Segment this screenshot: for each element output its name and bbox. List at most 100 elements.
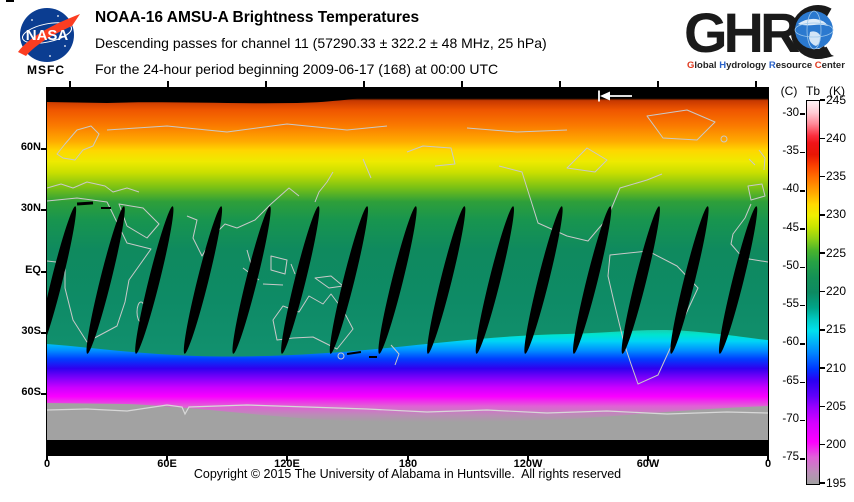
lat-tick <box>41 148 46 150</box>
orbit-gap <box>86 206 125 354</box>
lat-label-EQ: EQ <box>25 264 41 276</box>
map-top-tick <box>657 81 659 87</box>
lon-tick <box>46 456 48 461</box>
map-top-tick <box>363 81 365 87</box>
kelvin-tick <box>820 482 825 484</box>
kelvin-label-225: 225 <box>826 245 847 260</box>
lat-label-60N: 60N <box>20 141 41 153</box>
world-map-panel <box>37 87 769 456</box>
map-top-tick <box>755 81 757 87</box>
celsius-tick <box>800 190 805 192</box>
ghrc-logo: GHR <box>686 2 834 62</box>
orbit-gap <box>718 206 758 354</box>
kelvin-tick <box>820 290 825 293</box>
map-top-tick <box>69 81 71 87</box>
colorbar-tb-header: Tb <box>805 84 820 98</box>
celsius-label--70: -70 <box>782 413 799 426</box>
celsius-tick <box>800 343 805 345</box>
celsius-label--45: -45 <box>782 221 799 234</box>
celsius-label--60: -60 <box>782 336 799 349</box>
ghrc-tagline-initial: H <box>719 60 727 71</box>
orbit-gap-group <box>37 206 758 354</box>
subtitle-period: For the 24-hour period beginning 2009-06… <box>95 61 499 77</box>
celsius-tick <box>800 228 805 230</box>
orbit-gap <box>135 206 174 354</box>
ghrc-tagline-word: enter <box>821 60 845 71</box>
lon-tick <box>527 456 529 461</box>
nasa-logo: NASA <box>18 8 80 62</box>
celsius-tick <box>800 458 805 460</box>
kelvin-label-200: 200 <box>826 437 847 452</box>
kelvin-tick <box>820 443 825 446</box>
orbit-gap <box>183 206 223 354</box>
celsius-label--65: -65 <box>782 374 799 387</box>
ghrc-tagline-initial: C <box>814 60 822 71</box>
ghrc-tagline-initial: R <box>768 60 776 71</box>
celsius-label--30: -30 <box>782 106 799 119</box>
lon-tick <box>407 456 409 461</box>
lon-label-0: 0 <box>43 458 51 470</box>
lat-label-30N: 30N <box>20 202 41 214</box>
lat-tick <box>41 393 46 395</box>
kelvin-label-195: 195 <box>826 475 847 490</box>
orbit-gap <box>329 206 369 354</box>
kelvin-label-240: 240 <box>826 130 847 145</box>
lat-tick <box>41 209 46 211</box>
ghrc-tagline-word: ydrology <box>726 60 769 71</box>
lat-label-60S: 60S <box>21 386 41 398</box>
map-top-tick <box>167 81 169 87</box>
brightness-temperature-map <box>37 88 769 455</box>
nasa-orbit-ellipse <box>21 22 73 44</box>
orbit-gap <box>573 206 612 354</box>
lon-label-60E: 60E <box>157 458 177 470</box>
ghrc-tagline-word: esource <box>775 60 815 71</box>
nasa-wordmark: NASA <box>26 27 69 44</box>
colorbar-celsius-header: (C) <box>780 84 798 98</box>
orbit-gap <box>37 206 77 354</box>
lon-tick <box>166 456 168 461</box>
kelvin-tick <box>820 214 825 216</box>
kelvin-label-205: 205 <box>826 398 847 413</box>
kelvin-tick <box>820 99 825 101</box>
ghrc-tagline-word: lobal <box>694 60 720 71</box>
msfc-label: MSFC <box>27 63 65 77</box>
kelvin-tick <box>820 329 825 331</box>
orbit-gap <box>524 206 563 354</box>
kelvin-label-220: 220 <box>826 284 847 298</box>
no-data-north-band <box>47 88 768 104</box>
lon-label-180: 180 <box>398 458 418 470</box>
map-top-tick <box>265 81 267 87</box>
lon-label-0: 0 <box>764 458 772 470</box>
page-title: NOAA-16 AMSU-A Brightness Temperatures <box>95 9 420 26</box>
lon-tick <box>286 456 288 461</box>
kelvin-label-235: 235 <box>826 169 847 184</box>
celsius-tick <box>800 151 805 154</box>
celsius-label--40: -40 <box>782 183 799 196</box>
orbit-gap <box>621 206 660 354</box>
kelvin-label-230: 230 <box>826 207 847 222</box>
ghrc-tagline: Global Hydrology Resource Center <box>687 60 853 71</box>
southern-cold-band <box>47 330 768 423</box>
colorbar-kelvin-header: (K) <box>829 84 845 98</box>
kelvin-tick <box>820 367 825 369</box>
kelvin-tick <box>820 137 825 140</box>
celsius-tick <box>800 381 805 384</box>
lon-tick <box>647 456 649 461</box>
celsius-tick <box>800 266 805 269</box>
orbit-gap <box>281 206 320 354</box>
ghrc-tagline-initial: G <box>687 60 695 71</box>
celsius-label--35: -35 <box>782 144 799 157</box>
lat-tick <box>41 271 46 273</box>
ghrc-acronym-text: GHR <box>686 2 800 62</box>
scan-direction-arrow-icon <box>598 90 632 102</box>
kelvin-tick <box>820 252 825 254</box>
celsius-label--75: -75 <box>782 451 799 464</box>
lon-label-60W: 60W <box>636 458 660 470</box>
lon-tick <box>767 456 769 461</box>
lon-label-120E: 120E <box>274 458 300 470</box>
map-top-tick <box>461 81 463 87</box>
corner-dash <box>6 0 14 2</box>
no-data-dashes <box>76 201 377 358</box>
lon-label-120W: 120W <box>513 458 543 470</box>
